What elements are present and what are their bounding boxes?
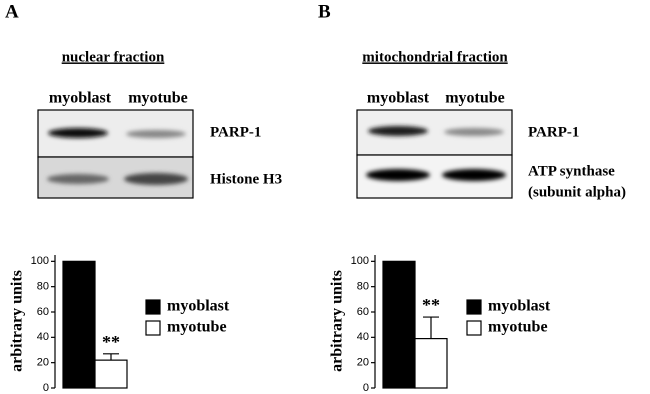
y-tick-label: 20: [37, 357, 49, 369]
annotation: **: [102, 332, 120, 352]
y-tick-label: 40: [357, 331, 369, 343]
legend-swatch: [145, 320, 161, 336]
lane-label: myotube: [445, 90, 505, 107]
band-label: PARP-1: [528, 124, 579, 140]
y-tick-label: 0: [43, 382, 49, 394]
band-label: Histone H3: [210, 171, 282, 187]
legend-label: myotube: [488, 319, 548, 336]
bar: [414, 338, 448, 389]
fraction-title: mitochondrial fraction: [362, 49, 508, 65]
y-tick-label: 20: [357, 357, 369, 369]
y-tick-label: 60: [37, 306, 49, 318]
legend-swatch: [466, 299, 482, 315]
lane-label: myoblast: [49, 90, 112, 107]
y-tick-label: 100: [351, 255, 369, 267]
bar: [62, 260, 96, 389]
y-tick-label: 100: [31, 255, 49, 267]
panel-letter: B: [318, 1, 331, 22]
y-tick-label: 0: [363, 382, 369, 394]
blot-a: [37, 109, 194, 199]
band-label: (subunit alpha): [528, 184, 626, 200]
lane-label: myotube: [128, 90, 188, 107]
error-bar: [423, 316, 439, 339]
y-axis-label: arbitrary units: [329, 270, 346, 372]
legend-label: myoblast: [488, 298, 551, 315]
blot-b: [356, 109, 513, 199]
y-tick-label: 80: [37, 281, 49, 293]
y-axis-label: arbitrary units: [9, 270, 26, 372]
bar: [94, 359, 128, 389]
legend-label: myotube: [167, 319, 227, 336]
lane-label: myoblast: [367, 90, 430, 107]
y-tick-label: 80: [357, 281, 369, 293]
fraction-title: nuclear fraction: [62, 49, 165, 65]
band-label: PARP-1: [210, 124, 261, 140]
annotation: **: [422, 295, 440, 315]
legend-swatch: [145, 299, 161, 315]
error-bar: [103, 353, 119, 361]
legend-label: myoblast: [167, 298, 230, 315]
band-label: ATP synthase: [528, 163, 615, 179]
panel-letter: A: [5, 1, 19, 22]
bar: [382, 260, 416, 389]
y-tick-label: 60: [357, 306, 369, 318]
legend-swatch: [466, 320, 482, 336]
y-tick-label: 40: [37, 331, 49, 343]
